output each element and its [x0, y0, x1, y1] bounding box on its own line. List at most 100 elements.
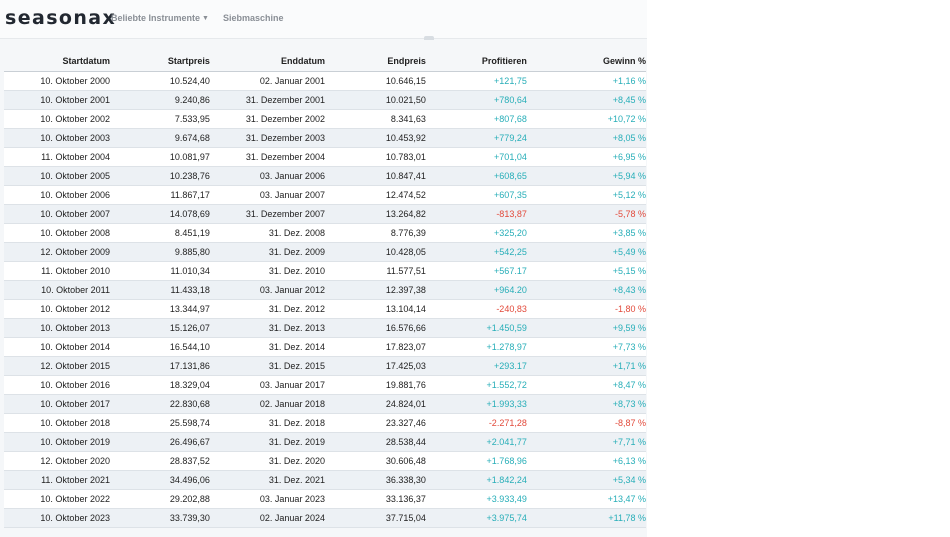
- column-header-enddatum[interactable]: Enddatum: [209, 50, 325, 72]
- table-row: 10. Oktober 2023 33.739,30 02. Januar 2024…: [4, 508, 646, 528]
- start-price-cell: 29.202,88: [109, 489, 210, 509]
- column-header-startpreis[interactable]: Startpreis: [109, 50, 210, 72]
- nav-beliebte-instrumente[interactable]: Beliebte Instrumente ▼: [111, 13, 209, 23]
- end-date-cell: 03. Januar 2012: [209, 280, 325, 300]
- column-header-gewinn[interactable]: Gewinn %: [526, 50, 646, 72]
- gain-percent-cell: +5,94 %: [526, 166, 646, 186]
- gain-percent-cell: +13,47 %: [526, 489, 646, 509]
- start-price-cell: 7.533,95: [109, 109, 210, 129]
- end-date-cell: 31. Dezember 2003: [209, 128, 325, 148]
- end-date-cell: 03. Januar 2017: [209, 375, 325, 395]
- gain-percent-cell: +11,78 %: [526, 508, 646, 528]
- column-header-profitieren[interactable]: Profitieren: [425, 50, 527, 72]
- column-header-endpreis[interactable]: Endpreis: [324, 50, 426, 72]
- profit-cell: +807,68: [425, 109, 527, 129]
- gain-percent-cell: +5,15 %: [526, 261, 646, 281]
- start-price-cell: 11.433,18: [109, 280, 210, 300]
- end-price-cell: 17.425,03: [324, 356, 426, 376]
- end-price-cell: 13.264,82: [324, 204, 426, 224]
- profit-cell: +567.17: [425, 261, 527, 281]
- profit-cell: +3.975,74: [425, 508, 527, 528]
- start-date-cell: 10. Oktober 2023: [4, 508, 110, 528]
- start-price-cell: 34.496,06: [109, 470, 210, 490]
- end-date-cell: 31. Dez. 2008: [209, 223, 325, 243]
- start-date-cell: 12. Oktober 2015: [4, 356, 110, 376]
- start-date-cell: 10. Oktober 2000: [4, 71, 110, 91]
- table-row: 11. Oktober 2021 34.496,06 31. Dez. 2021 36…: [4, 470, 646, 490]
- start-price-cell: 28.837,52: [109, 451, 210, 471]
- start-price-cell: 16.544,10: [109, 337, 210, 357]
- start-price-cell: 11.867,17: [109, 185, 210, 205]
- end-price-cell: 17.823,07: [324, 337, 426, 357]
- end-price-cell: 24.824,01: [324, 394, 426, 414]
- nav-siebmaschine[interactable]: Siebmaschine: [223, 13, 284, 23]
- end-date-cell: 31. Dez. 2015: [209, 356, 325, 376]
- end-price-cell: 10.453,92: [324, 128, 426, 148]
- profit-cell: +3.933,49: [425, 489, 527, 509]
- end-date-cell: 31. Dezember 2004: [209, 147, 325, 167]
- profit-cell: +607,35: [425, 185, 527, 205]
- seasonax-logo[interactable]: seasonax: [5, 7, 117, 29]
- start-date-cell: 11. Oktober 2010: [4, 261, 110, 281]
- end-price-cell: 10.021,50: [324, 90, 426, 110]
- profit-cell: +1.450,59: [425, 318, 527, 338]
- start-date-cell: 11. Oktober 2004: [4, 147, 110, 167]
- table-row: 11. Oktober 2010 11.010,34 31. Dez. 2010 11…: [4, 261, 646, 281]
- table-row: 10. Oktober 2001 9.240,86 31. Dezember 200…: [4, 90, 646, 110]
- end-date-cell: 31. Dez. 2010: [209, 261, 325, 281]
- start-price-cell: 10.238,76: [109, 166, 210, 186]
- start-price-cell: 9.240,86: [109, 90, 210, 110]
- end-date-cell: 31. Dez. 2012: [209, 299, 325, 319]
- column-header-startdatum[interactable]: Startdatum: [4, 50, 110, 72]
- start-price-cell: 8.451,19: [109, 223, 210, 243]
- end-date-cell: 31. Dez. 2013: [209, 318, 325, 338]
- table-row: 10. Oktober 2014 16.544,10 31. Dez. 2014 17…: [4, 337, 646, 357]
- profit-cell: +1.768,96: [425, 451, 527, 471]
- profit-cell: +1.842,24: [425, 470, 527, 490]
- start-date-cell: 10. Oktober 2011: [4, 280, 110, 300]
- end-price-cell: 11.577,51: [324, 261, 426, 281]
- end-date-cell: 03. Januar 2023: [209, 489, 325, 509]
- gain-percent-cell: +6,95 %: [526, 147, 646, 167]
- start-price-cell: 22.830,68: [109, 394, 210, 414]
- table-row: 10. Oktober 2002 7.533,95 31. Dezember 200…: [4, 109, 646, 129]
- start-date-cell: 10. Oktober 2016: [4, 375, 110, 395]
- table-row: 11. Oktober 2004 10.081,97 31. Dezember 20…: [4, 147, 646, 167]
- start-price-cell: 25.598,74: [109, 413, 210, 433]
- end-price-cell: 10.783,01: [324, 147, 426, 167]
- profit-cell: +542,25: [425, 242, 527, 262]
- end-price-cell: 10.646,15: [324, 71, 426, 91]
- table-row: 12. Oktober 2020 28.837,52 31. Dez. 2020 30…: [4, 451, 646, 471]
- start-price-cell: 10.081,97: [109, 147, 210, 167]
- end-date-cell: 31. Dez. 2009: [209, 242, 325, 262]
- caret-down-icon: ▼: [202, 15, 209, 22]
- nav-beliebte-instrumente-label: Beliebte Instrumente: [111, 13, 201, 23]
- end-date-cell: 31. Dezember 2002: [209, 109, 325, 129]
- profit-cell: +608,65: [425, 166, 527, 186]
- table-row: 10. Oktober 2007 14.078,69 31. Dezember 20…: [4, 204, 646, 224]
- table-row: 10. Oktober 2005 10.238,76 03. Januar 2006…: [4, 166, 646, 186]
- end-price-cell: 10.428,05: [324, 242, 426, 262]
- gain-percent-cell: +8,05 %: [526, 128, 646, 148]
- start-date-cell: 10. Oktober 2022: [4, 489, 110, 509]
- table-row: 10. Oktober 2017 22.830,68 02. Januar 2018…: [4, 394, 646, 414]
- table-row: 12. Oktober 2009 9.885,80 31. Dez. 2009 10.…: [4, 242, 646, 262]
- end-date-cell: 03. Januar 2007: [209, 185, 325, 205]
- gain-percent-cell: +1,71 %: [526, 356, 646, 376]
- table-header-row: Startdatum Startpreis Enddatum Endpreis …: [4, 50, 646, 72]
- end-date-cell: 31. Dezember 2007: [209, 204, 325, 224]
- start-date-cell: 10. Oktober 2019: [4, 432, 110, 452]
- profit-cell: -2.271,28: [425, 413, 527, 433]
- profit-cell: +701,04: [425, 147, 527, 167]
- start-date-cell: 10. Oktober 2003: [4, 128, 110, 148]
- start-date-cell: 12. Oktober 2020: [4, 451, 110, 471]
- gain-percent-cell: +8,45 %: [526, 90, 646, 110]
- gain-percent-cell: +5,49 %: [526, 242, 646, 262]
- gain-percent-cell: +3,85 %: [526, 223, 646, 243]
- app-panel: seasonax Beliebte Instrumente ▼ Siebmasch…: [0, 7, 647, 528]
- gain-percent-cell: +6,13 %: [526, 451, 646, 471]
- end-date-cell: 02. Januar 2018: [209, 394, 325, 414]
- start-date-cell: 10. Oktober 2006: [4, 185, 110, 205]
- gain-percent-cell: -1,80 %: [526, 299, 646, 319]
- start-price-cell: 17.131,86: [109, 356, 210, 376]
